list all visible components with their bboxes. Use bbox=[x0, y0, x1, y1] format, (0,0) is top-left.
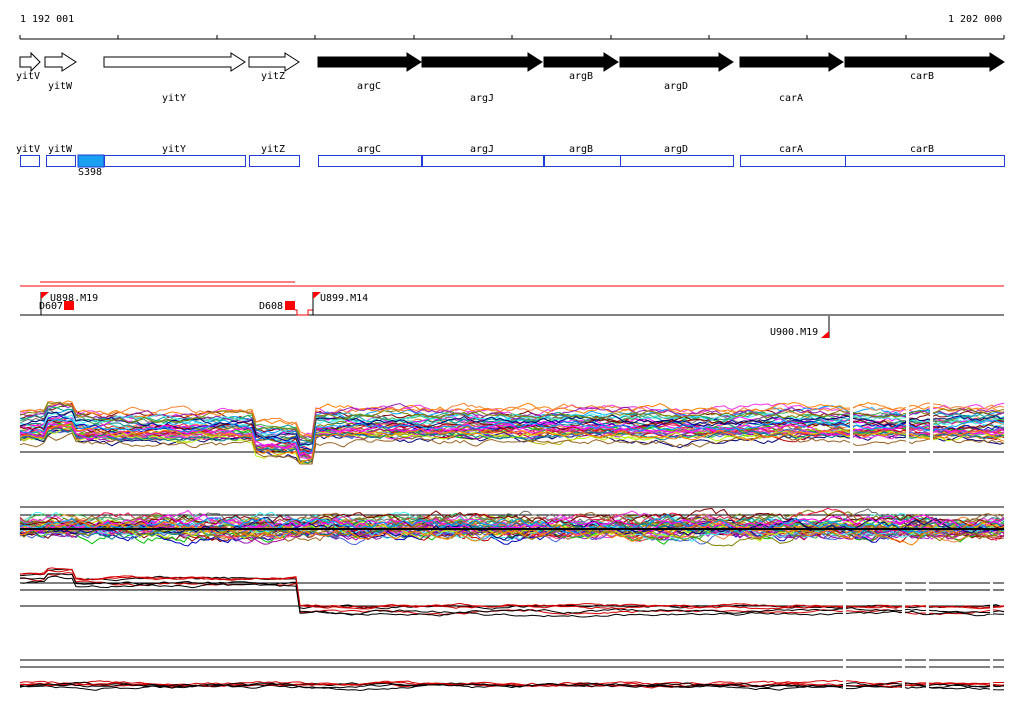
gene-label-yitY[interactable]: yitY bbox=[162, 93, 187, 104]
profile3-gap bbox=[926, 578, 929, 614]
feature-box-yitW[interactable] bbox=[46, 155, 76, 167]
profile3-gap bbox=[902, 578, 905, 614]
gene-label-argC[interactable]: argC bbox=[357, 81, 382, 92]
gene-arrow-argB[interactable] bbox=[543, 52, 619, 72]
feature-box-yitV[interactable] bbox=[20, 155, 40, 167]
highlight-feature-label[interactable]: S398 bbox=[78, 167, 103, 178]
feature-label-yitY[interactable]: yitY bbox=[162, 144, 187, 155]
feature-label-carA[interactable]: carA bbox=[779, 144, 804, 155]
gene-label-carA[interactable]: carA bbox=[779, 93, 804, 104]
profile3-trace bbox=[19, 568, 1005, 610]
profile3-gap bbox=[843, 578, 846, 614]
profile4-trace bbox=[19, 682, 1005, 692]
mark-bracket bbox=[295, 309, 314, 316]
ruler-start-label: 1 192 001 bbox=[20, 14, 75, 25]
gene-label-argJ[interactable]: argJ bbox=[470, 93, 495, 104]
gene-label-argD[interactable]: argD bbox=[664, 81, 689, 92]
feature-label-argD[interactable]: argD bbox=[664, 144, 689, 155]
profile4-gap bbox=[926, 656, 929, 696]
gene-label-yitZ[interactable]: yitZ bbox=[261, 71, 286, 82]
mark-label-d608[interactable]: D608 bbox=[259, 301, 284, 312]
profile3-trace bbox=[19, 572, 1005, 616]
highlight-feature-box[interactable] bbox=[77, 154, 105, 168]
gene-arrow-yitW[interactable] bbox=[44, 52, 77, 72]
transcription-mark-track bbox=[20, 281, 1004, 338]
gene-label-yitV[interactable]: yitV bbox=[16, 71, 41, 82]
mark-flag-u898[interactable] bbox=[41, 292, 49, 299]
ruler-end-label: 1 202 000 bbox=[948, 14, 1003, 25]
profile1-trace bbox=[19, 432, 1005, 465]
profile1-trace bbox=[19, 414, 1005, 452]
profile4-gap bbox=[990, 656, 993, 696]
profile3-gap bbox=[990, 578, 993, 614]
profile3-trace bbox=[19, 567, 1005, 610]
gene-label-carB[interactable]: carB bbox=[910, 71, 935, 82]
mark-block-d607[interactable] bbox=[64, 301, 74, 310]
profile1-trace bbox=[19, 416, 1005, 455]
mark-block-d608[interactable] bbox=[285, 301, 295, 310]
profile1-trace bbox=[19, 418, 1005, 454]
profile3-trace bbox=[19, 575, 1004, 618]
gene-label-yitW[interactable]: yitW bbox=[48, 81, 73, 92]
profile1-trace bbox=[19, 422, 1005, 463]
feature-box-yitY[interactable] bbox=[104, 155, 246, 167]
profile3-trace bbox=[19, 573, 1005, 615]
profile2-trace bbox=[19, 507, 1005, 529]
mark-label-d607[interactable]: D607 bbox=[39, 301, 64, 312]
gene-arrow-yitZ[interactable] bbox=[248, 52, 300, 72]
profile1-trace bbox=[19, 420, 1005, 456]
profile4-trace bbox=[19, 680, 1005, 689]
gene-arrow-carB[interactable] bbox=[844, 52, 1005, 72]
profile1-gap bbox=[930, 395, 933, 460]
profile4-trace bbox=[19, 682, 1005, 689]
feature-label-argC[interactable]: argC bbox=[357, 144, 382, 155]
profile1-trace bbox=[19, 401, 1005, 439]
expression-profile-track bbox=[19, 395, 1005, 696]
feature-box-track bbox=[20, 154, 1005, 168]
profile4-gap bbox=[843, 656, 846, 696]
feature-box-yitZ[interactable] bbox=[249, 155, 300, 167]
feature-label-carB[interactable]: carB bbox=[910, 144, 935, 155]
feature-label-argB[interactable]: argB bbox=[569, 144, 594, 155]
profile2-trace bbox=[19, 517, 1005, 541]
gene-arrow-argD[interactable] bbox=[619, 52, 734, 72]
feature-label-yitZ[interactable]: yitZ bbox=[261, 144, 286, 155]
profile1-gap bbox=[850, 395, 853, 460]
coordinate-ruler bbox=[19, 35, 1005, 40]
gene-arrow-argJ[interactable] bbox=[421, 52, 543, 72]
profile1-trace bbox=[19, 410, 1005, 447]
feature-label-yitW[interactable]: yitW bbox=[48, 144, 73, 155]
gene-label-argB[interactable]: argB bbox=[569, 71, 594, 82]
gene-arrow-yitY[interactable] bbox=[103, 52, 246, 72]
profile2-trace bbox=[19, 518, 1005, 542]
profile1-trace bbox=[19, 412, 1005, 448]
gene-arrow-argC[interactable] bbox=[317, 52, 422, 72]
mark-flag-u900[interactable] bbox=[821, 331, 829, 338]
mark-label-u898[interactable]: U898.M19 bbox=[50, 293, 99, 304]
mark-flag-u899[interactable] bbox=[313, 292, 321, 299]
mark-label-u899[interactable]: U899.M14 bbox=[320, 293, 369, 304]
feature-box-carB[interactable] bbox=[845, 155, 1005, 167]
profile4-gap bbox=[902, 656, 905, 696]
profile2-trace bbox=[19, 520, 1005, 546]
feature-box-argB[interactable] bbox=[544, 155, 621, 167]
feature-label-yitV[interactable]: yitV bbox=[16, 144, 41, 155]
gene-arrow-carA[interactable] bbox=[739, 52, 844, 72]
profile1-gap bbox=[906, 395, 909, 460]
profile1-trace bbox=[19, 401, 1005, 442]
gene-arrow-yitV[interactable] bbox=[19, 51, 41, 73]
feature-box-argD[interactable] bbox=[620, 155, 734, 167]
profile2-trace bbox=[19, 513, 1005, 534]
profile3-trace bbox=[19, 568, 1005, 610]
gene-arrow-track bbox=[19, 51, 1005, 73]
feature-box-argC[interactable] bbox=[318, 155, 422, 167]
mark-label-u900[interactable]: U900.M19 bbox=[770, 327, 819, 338]
feature-box-carA[interactable] bbox=[740, 155, 846, 167]
profile1-trace bbox=[19, 427, 1005, 465]
feature-label-argJ[interactable]: argJ bbox=[470, 144, 495, 155]
feature-box-argJ[interactable] bbox=[422, 155, 544, 167]
